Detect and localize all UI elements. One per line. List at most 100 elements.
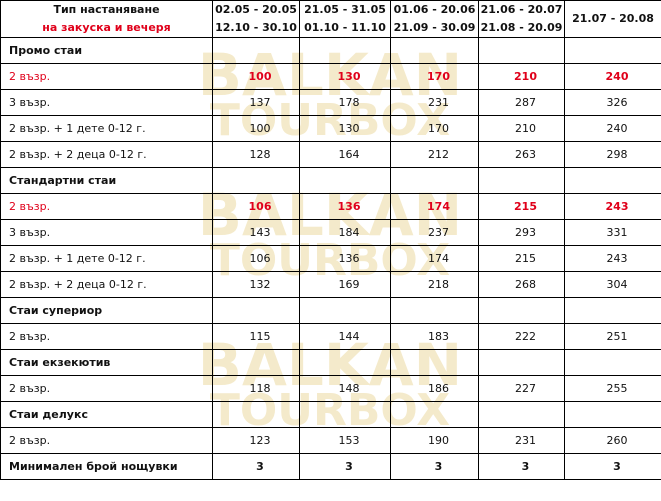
empty-cell xyxy=(212,297,300,324)
section-header-row: Стаи супериор xyxy=(0,297,661,324)
empty-cell xyxy=(212,349,300,376)
price-cell: 174 xyxy=(390,245,479,272)
price-cell: 243 xyxy=(564,245,661,272)
empty-cell xyxy=(299,349,391,376)
minimum-nights-cell: 3 xyxy=(299,453,391,480)
price-cell: 293 xyxy=(478,219,565,246)
section-header-row: Промо стаи xyxy=(0,37,661,64)
price-cell: 218 xyxy=(390,271,479,298)
price-table: Тип настаняване на закуска и вечеря 02.0… xyxy=(0,0,661,480)
section-header-row: Стандартни стаи xyxy=(0,167,661,194)
period-header: 21.05 - 31.05 01.10 - 11.10 xyxy=(299,0,391,38)
minimum-nights-row: Минимален брой нощувки 3 3 3 3 3 xyxy=(0,453,661,480)
price-cell: 331 xyxy=(564,219,661,246)
price-cell: 136 xyxy=(299,245,391,272)
price-cell: 100 xyxy=(212,63,300,90)
price-cell: 215 xyxy=(478,245,565,272)
table-row: 3 възр. 137 178 231 287 326 xyxy=(0,89,661,116)
period-header: 01.06 - 20.06 21.09 - 30.09 xyxy=(390,0,479,38)
empty-cell xyxy=(564,167,661,194)
price-cell: 164 xyxy=(299,141,391,168)
table-row: 2 възр. + 1 дете 0-12 г. 106 136 174 215 243 xyxy=(0,245,661,272)
empty-cell xyxy=(390,37,479,64)
price-cell: 170 xyxy=(390,115,479,142)
price-cell: 132 xyxy=(212,271,300,298)
price-cell: 212 xyxy=(390,141,479,168)
section-title: Стандартни стаи xyxy=(0,167,213,194)
header-caption-title: Тип настаняване xyxy=(53,3,160,16)
table-row: 2 възр. + 2 деца 0-12 г. 132 169 218 268 304 xyxy=(0,271,661,298)
price-cell: 237 xyxy=(390,219,479,246)
row-label: 3 възр. xyxy=(0,89,213,116)
empty-cell xyxy=(390,401,479,428)
price-table-body: Тип настаняване на закуска и вечеря 02.0… xyxy=(0,0,661,480)
price-cell: 148 xyxy=(299,375,391,402)
price-cell: 227 xyxy=(478,375,565,402)
price-cell: 240 xyxy=(564,115,661,142)
price-cell: 170 xyxy=(390,63,479,90)
empty-cell xyxy=(390,297,479,324)
empty-cell xyxy=(212,167,300,194)
price-cell: 137 xyxy=(212,89,300,116)
price-cell: 143 xyxy=(212,219,300,246)
price-cell: 184 xyxy=(299,219,391,246)
empty-cell xyxy=(390,349,479,376)
period-dates: 01.10 - 11.10 xyxy=(304,21,386,34)
table-row: 3 възр. 143 184 237 293 331 xyxy=(0,219,661,246)
section-title: Стаи супериор xyxy=(0,297,213,324)
row-label: 2 възр. + 2 деца 0-12 г. xyxy=(0,271,213,298)
price-cell: 174 xyxy=(390,193,479,220)
section-title: Стаи делукс xyxy=(0,401,213,428)
empty-cell xyxy=(299,297,391,324)
price-cell: 106 xyxy=(212,245,300,272)
row-label: 2 възр. xyxy=(0,193,213,220)
period-dates: 21.09 - 30.09 xyxy=(393,21,476,34)
price-cell: 231 xyxy=(478,427,565,454)
price-cell: 153 xyxy=(299,427,391,454)
price-cell: 178 xyxy=(299,89,391,116)
price-cell: 106 xyxy=(212,193,300,220)
period-header: 21.06 - 20.07 21.08 - 20.09 xyxy=(478,0,565,38)
empty-cell xyxy=(478,401,565,428)
price-cell: 210 xyxy=(478,115,565,142)
price-cell: 326 xyxy=(564,89,661,116)
row-label: 2 възр. + 1 дете 0-12 г. xyxy=(0,245,213,272)
period-dates: 21.06 - 20.07 xyxy=(480,3,563,16)
price-cell: 210 xyxy=(478,63,565,90)
row-label: 2 възр. xyxy=(0,375,213,402)
row-label: 3 възр. xyxy=(0,219,213,246)
empty-cell xyxy=(299,401,391,428)
empty-cell xyxy=(564,37,661,64)
row-label: Минимален брой нощувки xyxy=(0,453,213,480)
period-dates: 01.06 - 20.06 xyxy=(393,3,476,16)
price-cell: 243 xyxy=(564,193,661,220)
period-dates: 12.10 - 30.10 xyxy=(215,21,297,34)
price-cell: 183 xyxy=(390,323,479,350)
price-cell: 130 xyxy=(299,63,391,90)
price-cell: 251 xyxy=(564,323,661,350)
empty-cell xyxy=(212,401,300,428)
minimum-nights-cell: 3 xyxy=(478,453,565,480)
price-cell: 298 xyxy=(564,141,661,168)
section-header-row: Стаи екзекютив xyxy=(0,349,661,376)
price-cell: 268 xyxy=(478,271,565,298)
empty-cell xyxy=(478,297,565,324)
price-cell: 287 xyxy=(478,89,565,116)
table-row: 2 възр. 118 148 186 227 255 xyxy=(0,375,661,402)
price-cell: 130 xyxy=(299,115,391,142)
price-cell: 222 xyxy=(478,323,565,350)
header-caption-subtitle: на закуска и вечеря xyxy=(42,21,171,34)
price-cell: 186 xyxy=(390,375,479,402)
empty-cell xyxy=(299,37,391,64)
empty-cell xyxy=(564,401,661,428)
section-header-row: Стаи делукс xyxy=(0,401,661,428)
price-cell: 215 xyxy=(478,193,565,220)
price-cell: 304 xyxy=(564,271,661,298)
empty-cell xyxy=(212,37,300,64)
table-row: 2 възр. 115 144 183 222 251 xyxy=(0,323,661,350)
period-header: 02.05 - 20.05 12.10 - 30.10 xyxy=(212,0,300,38)
price-cell: 169 xyxy=(299,271,391,298)
section-title: Промо стаи xyxy=(0,37,213,64)
table-row: 2 възр. 106 136 174 215 243 xyxy=(0,193,661,220)
row-label: 2 възр. xyxy=(0,427,213,454)
